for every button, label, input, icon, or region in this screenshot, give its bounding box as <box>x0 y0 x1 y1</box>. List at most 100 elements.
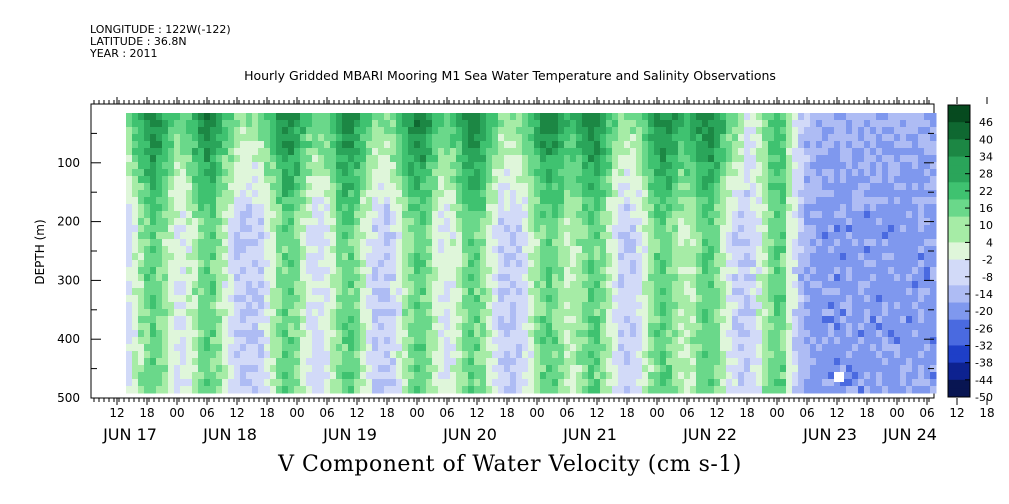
heat-cell <box>462 127 469 135</box>
heat-cell <box>714 288 721 296</box>
heat-cell <box>402 386 409 394</box>
heat-cell <box>840 218 847 226</box>
heat-cell <box>378 372 385 380</box>
heat-cell <box>342 365 349 373</box>
heat-cell <box>798 211 805 219</box>
heat-cell <box>438 281 445 289</box>
heat-cell <box>654 358 661 366</box>
heat-cell <box>774 330 781 338</box>
heat-cell <box>372 190 379 198</box>
heat-cell <box>540 211 547 219</box>
heat-cell <box>186 379 193 387</box>
heat-cell <box>828 162 835 170</box>
heat-cell <box>792 281 799 289</box>
heat-cell <box>870 218 877 226</box>
heat-cell <box>132 274 139 282</box>
heat-cell <box>300 372 307 380</box>
heat-cell <box>486 246 493 254</box>
heat-cell <box>210 337 217 345</box>
heat-cell <box>696 344 703 352</box>
heat-cell <box>576 127 583 135</box>
heat-cell <box>318 232 325 240</box>
heat-cell <box>756 281 763 289</box>
heat-cell <box>270 134 277 142</box>
heat-cell <box>864 372 871 380</box>
heat-cell <box>324 169 331 177</box>
heat-cell <box>726 365 733 373</box>
heat-cell <box>480 176 487 184</box>
heat-cell <box>366 302 373 310</box>
heat-cell <box>684 120 691 128</box>
heat-cell <box>870 197 877 205</box>
heat-cell <box>390 302 397 310</box>
heat-cell <box>666 127 673 135</box>
heat-cell <box>552 155 559 163</box>
heat-cell <box>546 302 553 310</box>
heat-cell <box>750 260 757 268</box>
heat-cell <box>426 372 433 380</box>
heat-cell <box>396 197 403 205</box>
heat-cell <box>342 190 349 198</box>
heat-cell <box>240 141 247 149</box>
heat-cell <box>492 197 499 205</box>
heat-cell <box>378 330 385 338</box>
heat-cell <box>294 309 301 317</box>
heat-cell <box>576 239 583 247</box>
heat-cell <box>642 211 649 219</box>
heat-cell <box>210 141 217 149</box>
heat-cell <box>756 323 763 331</box>
heat-cell <box>852 337 859 345</box>
heat-cell <box>258 148 265 156</box>
heat-cell <box>702 295 709 303</box>
heat-cell <box>864 316 871 324</box>
heat-cell <box>792 330 799 338</box>
heat-cell <box>318 225 325 233</box>
heat-cell <box>510 232 517 240</box>
heat-cell <box>552 197 559 205</box>
heat-cell <box>522 288 529 296</box>
heat-cell <box>138 302 145 310</box>
heat-cell <box>138 190 145 198</box>
heat-cell <box>582 365 589 373</box>
heat-cell <box>306 281 313 289</box>
heat-cell <box>480 372 487 380</box>
heat-cell <box>672 288 679 296</box>
heat-cell <box>648 169 655 177</box>
heat-cell <box>594 120 601 128</box>
heat-cell <box>360 351 367 359</box>
heat-cell <box>828 281 835 289</box>
heat-cell <box>582 127 589 135</box>
heat-cell <box>582 134 589 142</box>
heat-cell <box>612 330 619 338</box>
heat-cell <box>192 330 199 338</box>
heat-cell <box>846 113 853 121</box>
heat-cell <box>228 204 235 212</box>
heat-cell <box>636 183 643 191</box>
heat-cell <box>324 253 331 261</box>
heat-cell <box>186 211 193 219</box>
heat-cell <box>636 267 643 275</box>
heat-cell <box>552 134 559 142</box>
heat-cell <box>228 260 235 268</box>
heat-cell <box>552 281 559 289</box>
heat-cell <box>294 141 301 149</box>
heat-cell <box>756 365 763 373</box>
heat-cell <box>654 386 661 394</box>
heat-cell <box>168 155 175 163</box>
heat-cell <box>630 176 637 184</box>
heat-cell <box>258 197 265 205</box>
heat-cell <box>468 197 475 205</box>
heat-cell <box>372 120 379 128</box>
heat-cell <box>648 204 655 212</box>
heat-cell <box>252 344 259 352</box>
heat-cell <box>252 141 259 149</box>
heat-cell <box>396 204 403 212</box>
heat-cell <box>450 309 457 317</box>
heat-cell <box>852 281 859 289</box>
heat-cell <box>558 302 565 310</box>
heat-cell <box>378 316 385 324</box>
heat-cell <box>432 267 439 275</box>
heat-cell <box>582 323 589 331</box>
heat-cell <box>750 246 757 254</box>
heat-cell <box>228 218 235 226</box>
